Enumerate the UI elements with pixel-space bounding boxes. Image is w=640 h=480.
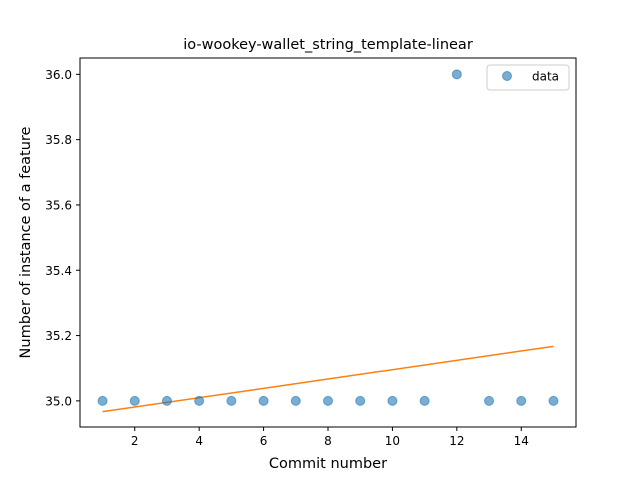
data-point — [194, 395, 205, 406]
x-tick-label: 8 — [324, 434, 332, 448]
legend-label-data: data — [532, 70, 559, 84]
plot-area — [79, 57, 577, 428]
x-tick-label: 14 — [514, 434, 529, 448]
y-tick-label: 35.4 — [45, 264, 72, 278]
legend: data — [486, 64, 570, 91]
y-tick-label: 35.6 — [45, 198, 72, 212]
data-point — [323, 395, 333, 406]
x-tick-label: 2 — [131, 434, 139, 448]
data-point — [355, 395, 366, 406]
data-point — [451, 69, 462, 80]
x-axis-ticks: 2 4 6 8 10 12 14 — [131, 427, 529, 448]
y-axis-label: Number of instance of a feature — [18, 126, 34, 358]
data-point — [258, 395, 269, 406]
data-point — [226, 395, 237, 406]
data-point — [97, 395, 108, 406]
x-tick-label: 6 — [260, 434, 268, 448]
x-tick-label: 4 — [195, 434, 203, 448]
data-point — [161, 395, 172, 406]
fit-line — [102, 345, 554, 413]
chart-title: io-wookey-wallet_string_template-linear — [183, 37, 473, 53]
y-axis-ticks: 35.0 35.2 35.4 35.6 35.8 36.0 — [45, 68, 80, 408]
data-point — [484, 395, 495, 406]
x-tick-label: 12 — [449, 434, 464, 448]
fit-line-layer — [102, 345, 554, 413]
y-tick-label: 35.8 — [45, 133, 72, 147]
x-tick-label: 10 — [385, 434, 400, 448]
data-point — [290, 395, 301, 406]
y-tick-label: 35.2 — [45, 329, 72, 343]
y-tick-label: 36.0 — [45, 68, 72, 82]
data-point — [387, 395, 398, 406]
x-axis-label: Commit number — [269, 456, 387, 472]
legend-marker-data — [502, 71, 512, 81]
data-point — [419, 395, 430, 406]
data-point — [129, 395, 140, 406]
data-point — [516, 395, 527, 406]
data-points-layer — [97, 69, 559, 406]
data-point — [548, 395, 559, 406]
y-tick-label: 35.0 — [45, 394, 72, 408]
axes-frame — [79, 57, 577, 428]
